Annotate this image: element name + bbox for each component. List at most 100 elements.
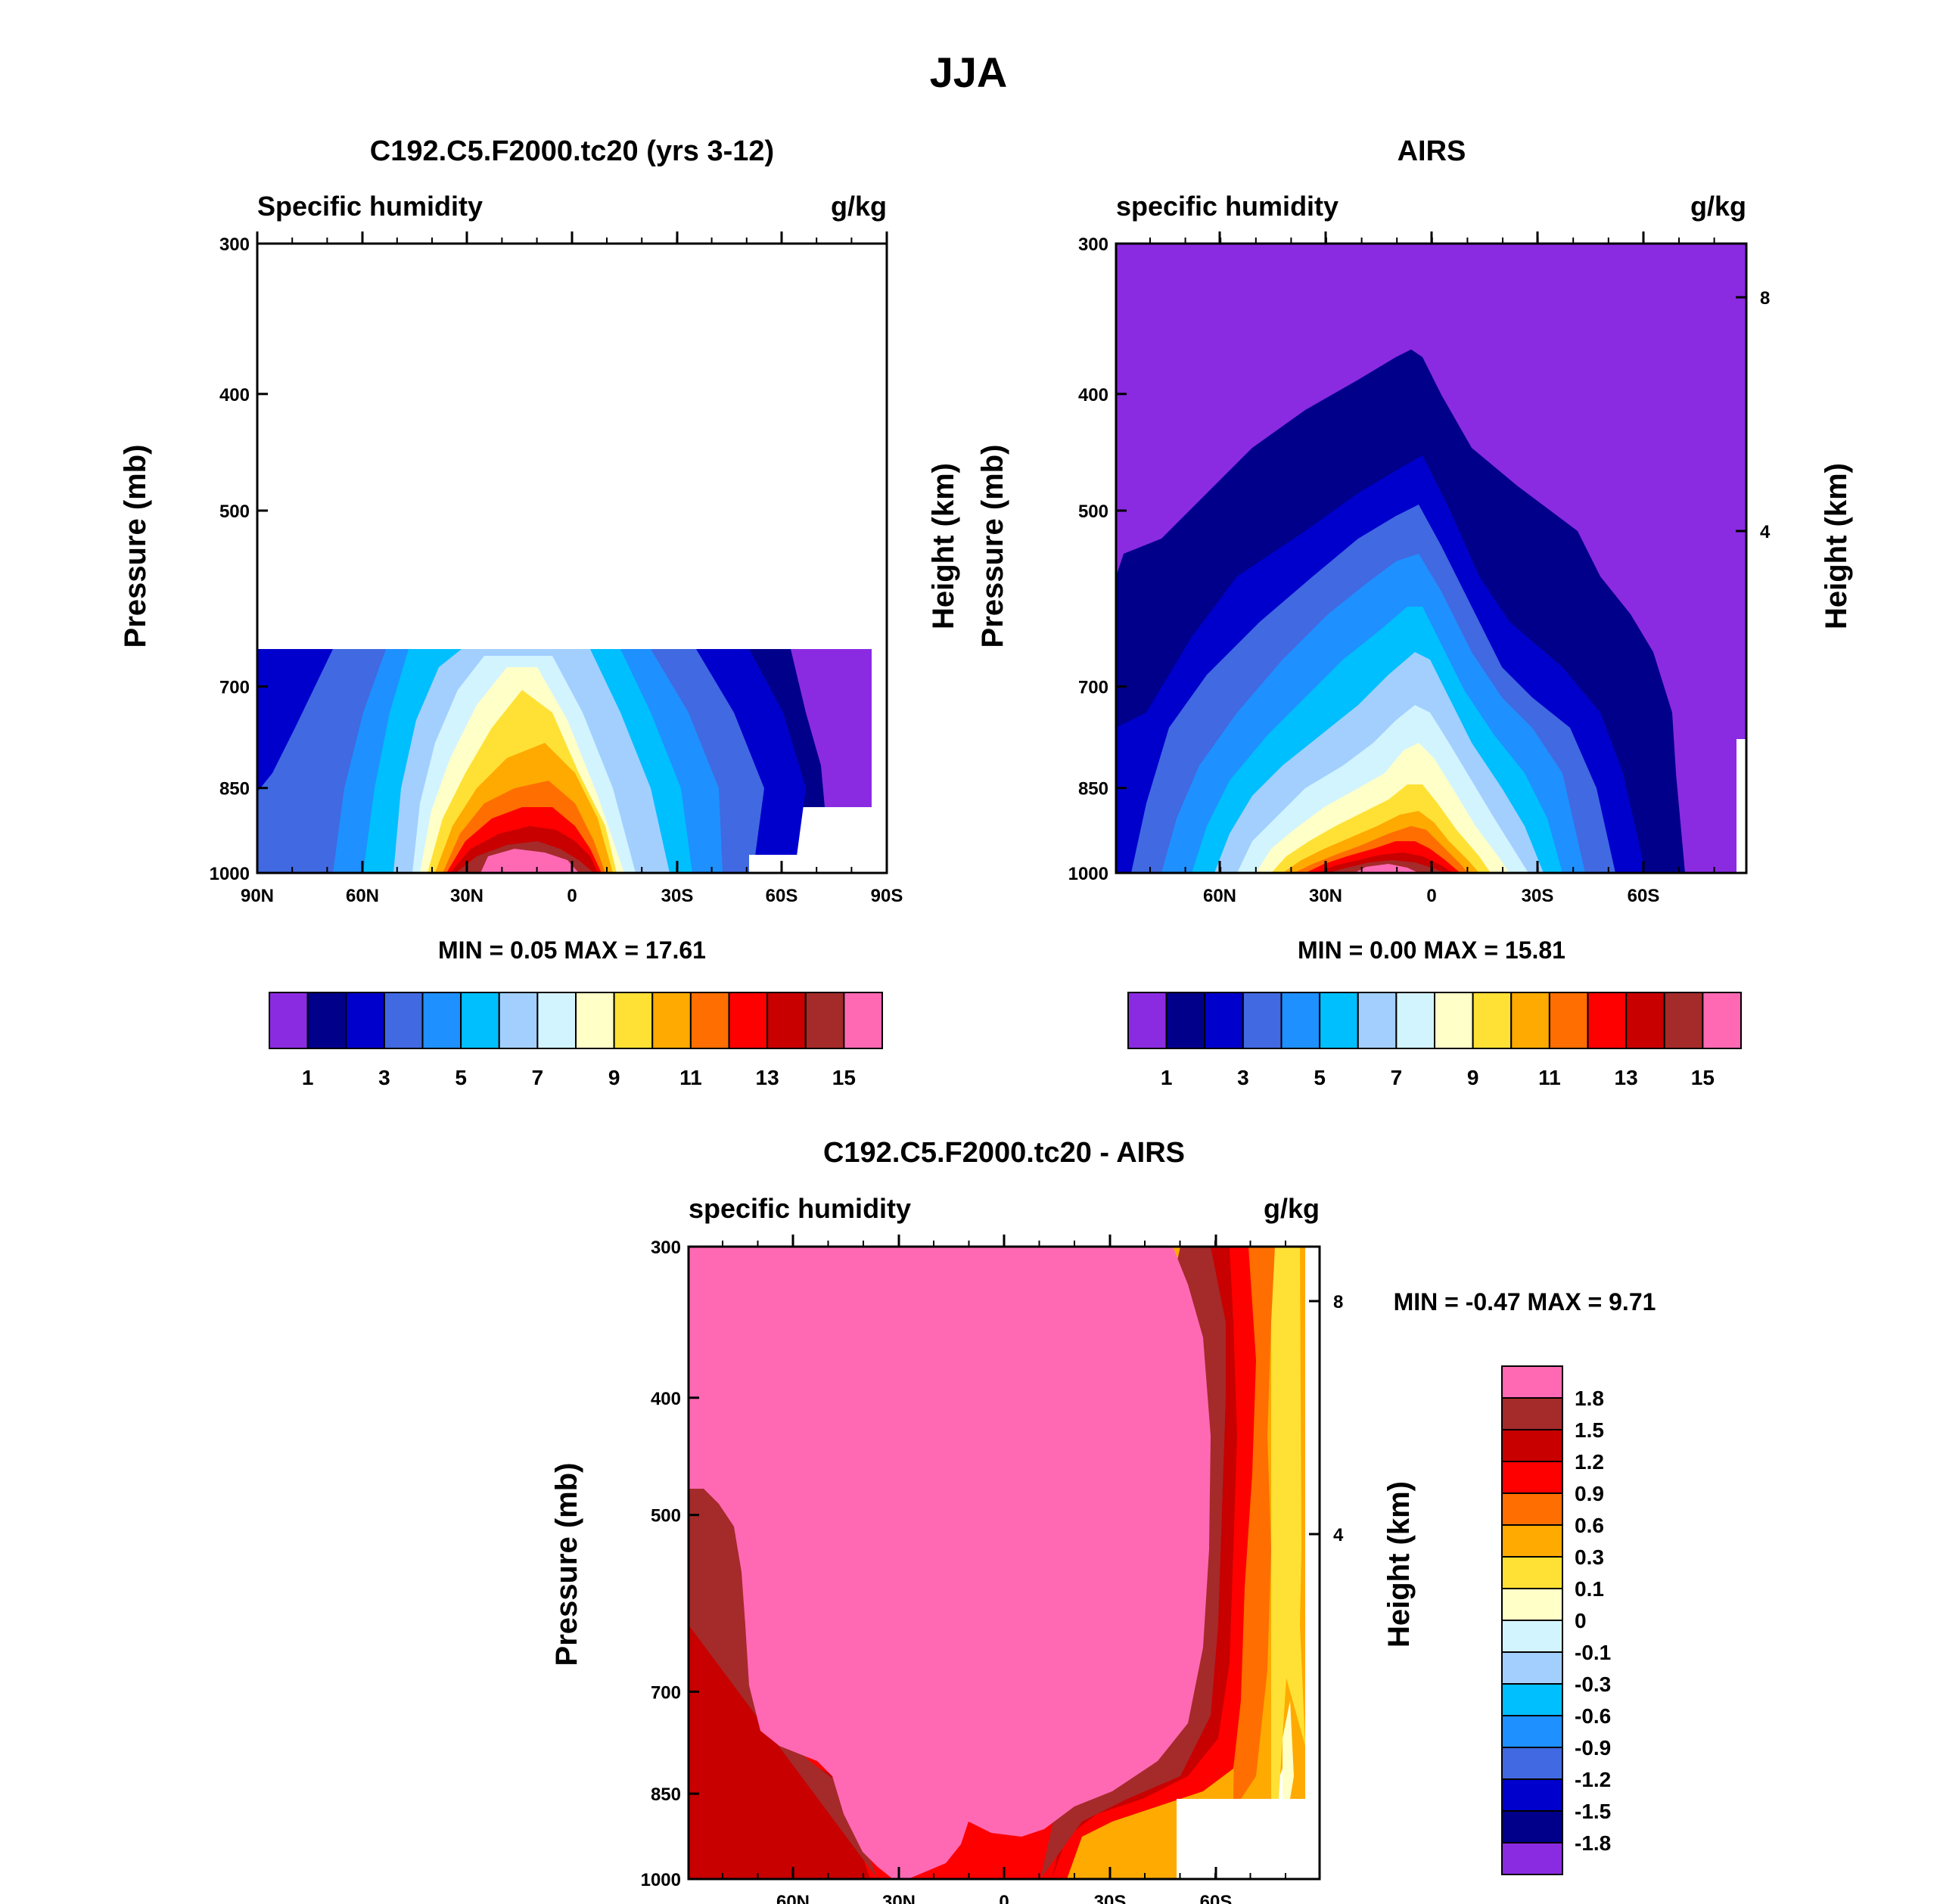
- panel-model-minmax: MIN = 0.05 MAX = 17.61: [438, 936, 706, 964]
- panel-obs-units: g/kg: [1690, 191, 1746, 222]
- colorbar-swatch: [1501, 1461, 1563, 1494]
- panel-diff: C192.C5.F2000.tc20 - AIRS specific humid…: [550, 1137, 1656, 1904]
- x-tick-label: 30N: [1309, 886, 1342, 906]
- colorbar-label: 1.2: [1575, 1450, 1604, 1474]
- contour-level-15: [1354, 864, 1419, 873]
- colorbar-label: 1: [302, 1066, 314, 1089]
- colorbar-label: 1.5: [1575, 1418, 1604, 1442]
- colorbar-swatch: [1501, 1429, 1563, 1462]
- panel-diff-y2-ticks: 84: [1309, 1292, 1344, 1545]
- colorbar-swatch: [498, 992, 539, 1049]
- panel-obs-y2label: Height (km): [1820, 463, 1853, 629]
- colorbar-swatch: [1127, 992, 1167, 1049]
- colorbar-label: 7: [1391, 1066, 1403, 1089]
- panel-obs-colorbar: 1 3 5 7 9 11 13 15: [1127, 992, 1742, 1089]
- panel-obs-minmax: MIN = 0.00 MAX = 15.81: [1298, 936, 1565, 964]
- panel-diff-plot-area: [689, 1247, 1320, 1879]
- y-tick-label: 1000: [210, 864, 250, 884]
- panel-diff-y-ticks: 300 400 500 700 850 1000: [641, 1238, 699, 1890]
- x-tick-label: 30S: [661, 886, 694, 906]
- panel-diff-units: g/kg: [1264, 1193, 1320, 1224]
- colorbar-swatch: [460, 992, 500, 1049]
- colorbar-swatch: [689, 992, 730, 1049]
- panel-diff-x-ticks: 60N 30N 0 30S 60S: [722, 1235, 1286, 1904]
- x-tick-label: 60N: [1203, 886, 1236, 906]
- x-tick-label: 0: [567, 886, 577, 906]
- colorbar-label: 15: [832, 1066, 856, 1089]
- x-tick-label: 60N: [346, 886, 379, 906]
- colorbar-swatch: [269, 992, 309, 1049]
- colorbar-label: -0.1: [1575, 1641, 1611, 1664]
- y-tick-label: 300: [219, 235, 250, 255]
- colorbar-label: 0: [1575, 1609, 1587, 1632]
- x-tick-label: 60N: [776, 1892, 810, 1904]
- x-tick-label: 30N: [882, 1892, 916, 1904]
- panel-obs-plot-area: [1116, 244, 1746, 873]
- colorbar-label: 7: [532, 1066, 544, 1089]
- colorbar-label: 0.1: [1575, 1577, 1604, 1601]
- y-tick-label: 300: [651, 1238, 681, 1258]
- colorbar-swatch: [613, 992, 654, 1049]
- colorbar-label: -1.2: [1575, 1768, 1611, 1791]
- colorbar-swatch: [1357, 992, 1398, 1049]
- x-tick-label: 0: [999, 1892, 1009, 1904]
- y-tick-label: 400: [1078, 385, 1108, 405]
- y-tick-label: 300: [1078, 235, 1108, 255]
- panel-obs-y2-ticks: 84: [1736, 288, 1771, 542]
- panel-diff-left-label: specific humidity: [689, 1193, 911, 1224]
- x-tick-label: 90S: [871, 886, 903, 906]
- x-tick-label: 60S: [1200, 1892, 1233, 1904]
- colorbar-swatch: [1501, 1492, 1563, 1526]
- y2-tick-label: 4: [1760, 522, 1771, 542]
- colorbar-swatch: [1501, 1715, 1563, 1748]
- x-tick-label: 60S: [1628, 886, 1660, 906]
- colorbar-swatch: [1204, 992, 1244, 1049]
- colorbar-swatch: [536, 992, 577, 1049]
- colorbar-label: 15: [1691, 1066, 1715, 1089]
- colorbar-swatch: [1242, 992, 1283, 1049]
- y-tick-label: 400: [651, 1389, 681, 1409]
- missing-data-strip: [1305, 1247, 1320, 1879]
- colorbar-swatch: [306, 992, 347, 1049]
- panel-model-y-ticks: 300 400 500 700 850 1000: [210, 235, 268, 884]
- colorbar-swatch: [1434, 992, 1474, 1049]
- colorbar-label: 9: [1467, 1066, 1479, 1089]
- colorbar-swatch: [1319, 992, 1359, 1049]
- panel-obs-left-label: specific humidity: [1116, 191, 1338, 222]
- colorbar-swatch: [1663, 992, 1704, 1049]
- missing-data-region: [1177, 1799, 1320, 1879]
- y-tick-label: 700: [219, 678, 250, 698]
- colorbar-swatch: [1501, 1588, 1563, 1621]
- panel-diff-title: C192.C5.F2000.tc20 - AIRS: [823, 1137, 1185, 1169]
- panel-diff-minmax: MIN = -0.47 MAX = 9.71: [1394, 1288, 1656, 1315]
- y-tick-label: 1000: [641, 1870, 681, 1890]
- panel-obs-ylabel2: Height (km): [927, 463, 960, 629]
- colorbar-swatch: [1501, 1683, 1563, 1716]
- x-tick-label: 0: [1426, 886, 1436, 906]
- contour-level-yellow-right: [1271, 1247, 1305, 1799]
- colorbar-swatch: [843, 992, 883, 1049]
- panel-model-title: C192.C5.F2000.tc20 (yrs 3-12): [370, 135, 774, 167]
- colorbar-label: -0.6: [1575, 1704, 1611, 1728]
- panel-model-plot-area: [257, 244, 887, 873]
- y-tick-label: 400: [219, 385, 250, 405]
- colorbar-swatch: [1501, 1524, 1563, 1558]
- colorbar-label: -0.9: [1575, 1736, 1611, 1760]
- colorbar-label: 11: [679, 1066, 702, 1089]
- colorbar-swatch: [804, 992, 845, 1049]
- contour-level-pink: [689, 1247, 1211, 1879]
- colorbar-swatch: [728, 992, 769, 1049]
- colorbar-label: 1: [1161, 1066, 1173, 1089]
- panel-obs-y-ticks: 300 400 500 700 850 1000: [1068, 235, 1127, 884]
- colorbar-label: 3: [378, 1066, 390, 1089]
- colorbar-label: 13: [1615, 1066, 1638, 1089]
- colorbar-swatch: [1510, 992, 1550, 1049]
- panel-model-colorbar: 1 3 5 7 9 11 13 15: [269, 992, 883, 1089]
- colorbar-swatch: [1501, 1397, 1563, 1430]
- colorbar-swatch: [383, 992, 424, 1049]
- panel-obs-title: AIRS: [1398, 135, 1466, 167]
- colorbar-swatch: [651, 992, 692, 1049]
- colorbar-label: -0.3: [1575, 1673, 1611, 1696]
- colorbar-swatch: [1472, 992, 1513, 1049]
